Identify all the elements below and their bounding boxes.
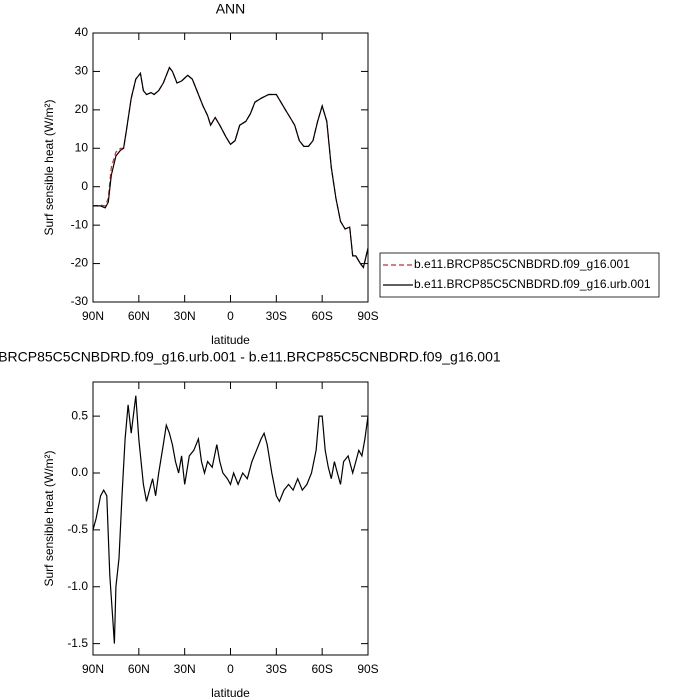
legend-box [379, 252, 660, 298]
x-tick-label: 60S [311, 309, 332, 323]
legend-label: b.e11.BRCP85C5CNBDRD.f09_g16.001 [414, 257, 630, 271]
x-axis-label: latitude [211, 686, 250, 700]
y-tick-label: -30 [71, 294, 89, 308]
x-tick-label: 90S [357, 309, 378, 323]
x-tick-label: 30N [174, 662, 196, 676]
y-tick-label: -1.5 [67, 636, 88, 650]
plot-frame [92, 381, 369, 656]
y-tick-label: -1.0 [67, 579, 88, 593]
x-tick-label: 0 [227, 309, 234, 323]
x-tick-label: 90N [82, 662, 104, 676]
x-tick-label: 90S [357, 662, 378, 676]
x-tick-label: 30N [174, 309, 196, 323]
x-tick-label: 30S [266, 309, 287, 323]
y-tick-label: 30 [75, 64, 89, 78]
y-axis-label: Surf sensible heat (W/m²) [42, 99, 56, 235]
x-axis-label: latitude [211, 333, 250, 347]
chart-title: b.e11.BRCP85C5CNBDRD.f09_g16.urb.001 - b… [0, 349, 501, 365]
data-line [93, 66, 369, 269]
x-tick-label: 60N [128, 662, 150, 676]
y-tick-label: 0.0 [71, 465, 88, 479]
legend-label: b.e11.BRCP85C5CNBDRD.f09_g16.urb.001 [414, 277, 651, 291]
y-tick-label: 40 [75, 25, 89, 39]
x-tick-label: 0 [227, 662, 234, 676]
y-tick-label: -10 [71, 217, 89, 231]
y-tick-label: 20 [75, 102, 89, 116]
x-tick-label: 90N [82, 309, 104, 323]
plot-frame [92, 32, 369, 303]
data-line [92, 395, 369, 644]
y-axis-label: Surf sensible heat (W/m²) [42, 450, 56, 586]
data-line [92, 66, 369, 269]
y-tick-label: 0.5 [71, 408, 88, 422]
y-tick-label: 0 [81, 179, 88, 193]
y-tick-label: -0.5 [67, 522, 88, 536]
y-tick-label: -20 [71, 256, 89, 270]
chart-title: ANN [216, 1, 246, 17]
x-tick-label: 60S [311, 662, 332, 676]
x-tick-label: 30S [266, 662, 287, 676]
x-tick-label: 60N [128, 309, 150, 323]
y-tick-label: 10 [75, 140, 89, 154]
